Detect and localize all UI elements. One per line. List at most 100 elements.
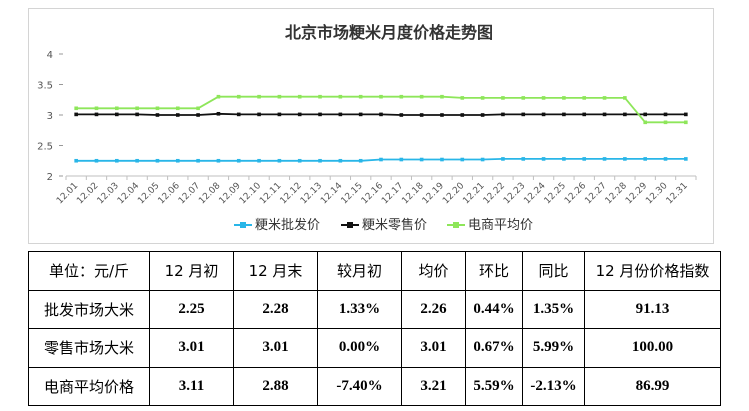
series-2-point bbox=[257, 94, 261, 99]
y-tick-label: 2.5 bbox=[37, 142, 53, 153]
series-0-point bbox=[277, 158, 282, 163]
y-tick-label: 2 bbox=[47, 172, 53, 183]
series-1-point bbox=[257, 112, 261, 117]
table-cell: 2.28 bbox=[233, 289, 318, 329]
x-tick-label: 12.20 bbox=[441, 181, 466, 206]
series-0-point bbox=[440, 157, 444, 162]
series-2-point bbox=[440, 94, 444, 99]
series-2-point bbox=[74, 106, 78, 111]
legend-marker-1 bbox=[347, 222, 353, 228]
header-month-start: 12 月初 bbox=[149, 251, 234, 291]
series-2-point bbox=[155, 106, 160, 111]
series-0-point bbox=[257, 158, 261, 163]
table-row: 零售市场大米 3.01 3.01 0.00% 3.01 0.67% 5.99% … bbox=[28, 328, 721, 368]
x-tick-label: 12.02 bbox=[75, 181, 100, 206]
series-2-point bbox=[521, 96, 526, 100]
series-2-point bbox=[216, 94, 221, 99]
series-0-point bbox=[602, 157, 607, 161]
y-tick-label: 4 bbox=[47, 50, 53, 61]
series-2-point bbox=[175, 106, 180, 111]
series-2-point bbox=[135, 106, 139, 111]
series-1-point bbox=[358, 112, 363, 117]
series-0-point bbox=[419, 157, 424, 162]
series-0-point bbox=[358, 158, 363, 163]
series-2-point bbox=[358, 94, 363, 99]
table-cell: 3.01 bbox=[233, 328, 318, 368]
series-2-point bbox=[236, 94, 241, 99]
table-cell: 3.21 bbox=[401, 366, 466, 406]
series-1-point bbox=[94, 112, 99, 117]
legend-label: 粳米批发价 bbox=[255, 217, 320, 233]
series-0-point bbox=[460, 157, 465, 162]
header-yoy: 同比 bbox=[522, 251, 585, 291]
series-1-point bbox=[663, 112, 668, 117]
series-1-point bbox=[501, 112, 505, 117]
series-1-point bbox=[338, 112, 343, 117]
series-0-point bbox=[175, 158, 180, 163]
series-2-point bbox=[419, 94, 424, 99]
series-0-point bbox=[379, 157, 383, 162]
x-tick-label: 12.19 bbox=[421, 181, 446, 206]
x-tick-label: 12.17 bbox=[380, 181, 405, 206]
header-vs-month-start: 较月初 bbox=[317, 251, 402, 291]
x-tick-label: 12.10 bbox=[238, 181, 263, 206]
x-tick-label: 12.24 bbox=[522, 181, 547, 206]
series-2-point bbox=[115, 106, 119, 111]
series-1-point bbox=[643, 112, 647, 117]
x-tick-label: 12.30 bbox=[644, 181, 669, 206]
series-0-point bbox=[643, 157, 647, 161]
x-tick-label: 12.12 bbox=[279, 181, 304, 206]
series-0-point bbox=[196, 158, 200, 163]
header-average: 均价 bbox=[401, 251, 466, 291]
series-2-point bbox=[684, 120, 688, 125]
row-label: 批发市场大米 bbox=[28, 289, 150, 329]
series-2-point bbox=[541, 96, 546, 100]
series-line-2 bbox=[76, 95, 686, 124]
x-tick-label: 12.23 bbox=[502, 181, 527, 206]
series-2-point bbox=[623, 96, 627, 100]
series-1-point bbox=[684, 112, 688, 117]
series-1-point bbox=[175, 113, 180, 117]
series-1-point bbox=[582, 112, 587, 117]
table-cell: 3.11 bbox=[149, 366, 234, 406]
row-label: 零售市场大米 bbox=[28, 328, 150, 368]
chart-frame: 北京市场粳米月度价格走势图 2 2.5 3 3.5 4 12.01 12.02 12.03 12.… bbox=[28, 8, 714, 244]
legend-marker-2 bbox=[453, 222, 459, 228]
series-1-point bbox=[277, 112, 282, 117]
table-header-row: 单位：元/斤 12 月初 12 月末 较月初 均价 环比 同比 12 月份价格指… bbox=[28, 251, 721, 291]
x-tick-label: 12.22 bbox=[482, 181, 507, 206]
series-1-point bbox=[318, 112, 322, 117]
series-0-point bbox=[663, 157, 668, 161]
header-month-end: 12 月末 bbox=[233, 251, 318, 291]
table-cell: 0.44% bbox=[465, 289, 523, 329]
series-0-point bbox=[318, 158, 322, 163]
series-2-point bbox=[94, 106, 99, 111]
series-1-point bbox=[399, 113, 404, 117]
table-row: 批发市场大米 2.25 2.28 1.33% 2.26 0.44% 1.35% … bbox=[28, 289, 721, 329]
table-cell: 91.13 bbox=[584, 289, 721, 329]
table-cell: 1.35% bbox=[522, 289, 585, 329]
table-cell: 5.59% bbox=[465, 366, 523, 406]
series-2-point bbox=[582, 96, 587, 100]
x-tick-label: 12.18 bbox=[400, 181, 425, 206]
header-unit: 单位：元/斤 bbox=[28, 251, 150, 291]
series-2-point bbox=[338, 94, 343, 99]
table-cell: 3.01 bbox=[401, 328, 466, 368]
series-1-point bbox=[541, 112, 546, 117]
series-2-point bbox=[480, 96, 485, 100]
x-tick-label: 12.15 bbox=[340, 181, 365, 206]
series-0-point bbox=[338, 158, 343, 163]
series-1-point bbox=[562, 112, 566, 117]
table-row: 电商平均价格 3.11 2.88 -7.40% 3.21 5.59% -2.13… bbox=[28, 366, 721, 406]
series-0-point bbox=[216, 158, 221, 163]
series-0-point bbox=[94, 158, 99, 163]
table-cell: -7.40% bbox=[317, 366, 402, 406]
series-1-point bbox=[155, 113, 160, 117]
series-0-point bbox=[135, 158, 139, 163]
x-tick-label: 12.28 bbox=[604, 181, 629, 206]
header-mom: 环比 bbox=[465, 251, 523, 291]
x-tick-label: 12.03 bbox=[96, 181, 121, 206]
series-0-point bbox=[562, 157, 566, 161]
x-tick-label: 12.29 bbox=[624, 181, 649, 206]
x-tick-label: 12.05 bbox=[136, 181, 161, 206]
